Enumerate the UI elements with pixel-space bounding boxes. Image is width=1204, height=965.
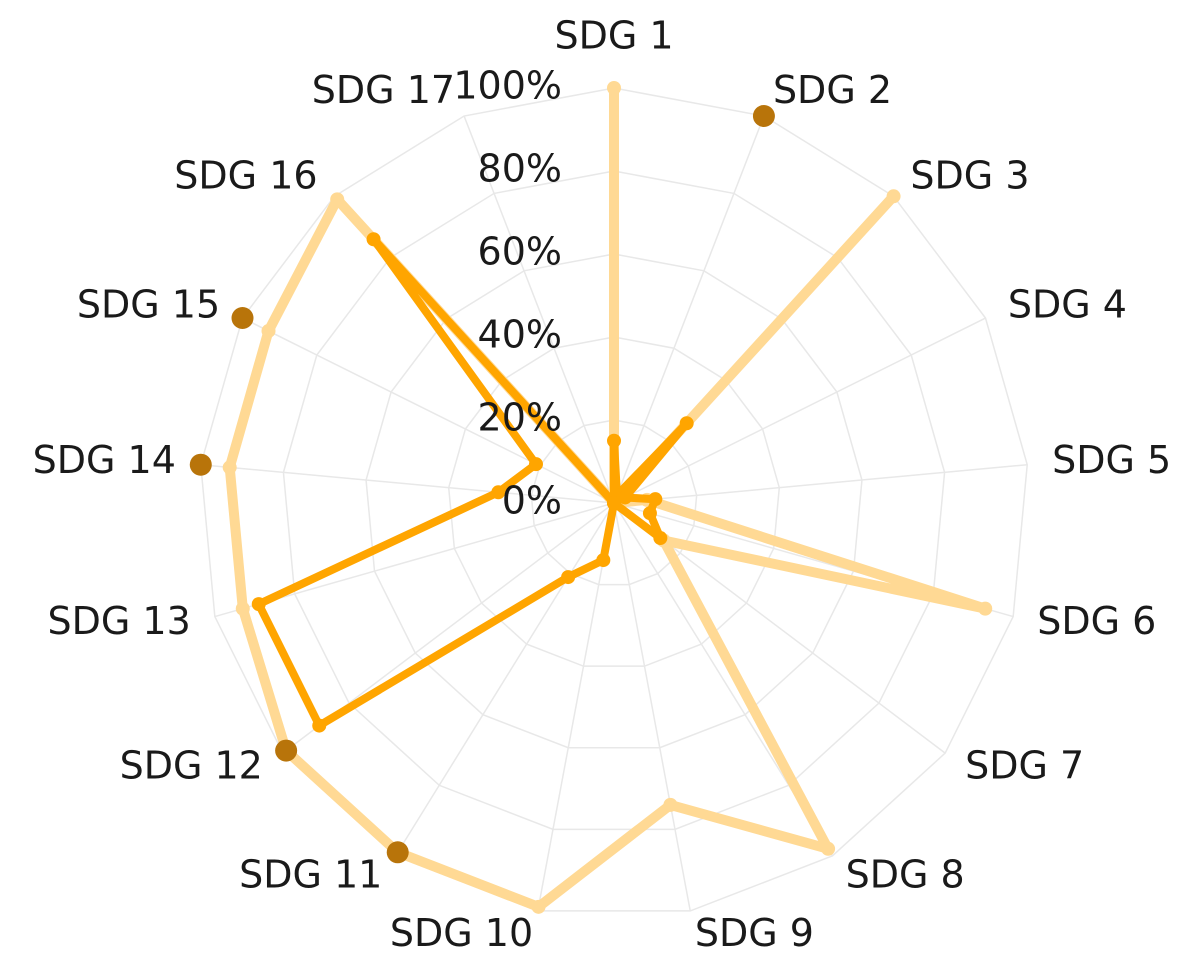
grid-ring (447, 336, 781, 667)
point (886, 189, 901, 204)
r-tick-label: 20% (478, 396, 562, 440)
axis-label: SDG 1 (554, 14, 673, 58)
point (663, 797, 678, 812)
grid-ring (365, 253, 863, 749)
point (978, 601, 993, 616)
axis-label: SDG 4 (1008, 282, 1127, 326)
point (189, 453, 212, 476)
spoke (613, 502, 691, 912)
point (222, 460, 237, 475)
spoke (613, 463, 1028, 504)
axis-label: SDG 11 (239, 853, 382, 897)
point (618, 490, 633, 505)
point (251, 597, 266, 612)
axis-label: SDG 2 (773, 68, 892, 112)
point (607, 433, 621, 448)
r-tick-label: 0% (502, 479, 562, 523)
spoke (613, 317, 986, 504)
spoke (242, 317, 615, 504)
point (231, 307, 254, 330)
spoke (613, 115, 765, 504)
point (642, 506, 657, 521)
point (653, 531, 668, 546)
axis-label: SDG 15 (77, 282, 220, 326)
point (312, 718, 327, 733)
axis-label: SDG 3 (910, 153, 1029, 197)
point (235, 601, 250, 616)
point (386, 841, 409, 864)
grid-ring (200, 87, 1028, 912)
point (648, 492, 663, 507)
r-tick-label: 80% (478, 147, 562, 191)
axis-label: SDG 5 (1052, 438, 1171, 482)
point (596, 553, 611, 568)
point (561, 570, 576, 585)
spoke (463, 115, 615, 504)
axis-label: SDG 14 (33, 438, 176, 482)
point (261, 323, 276, 338)
point (275, 739, 298, 762)
axis-label: SDG 8 (846, 853, 965, 897)
r-tick-label: 100% (453, 64, 562, 108)
point (752, 105, 775, 128)
grid-ring (282, 170, 946, 831)
point (491, 485, 506, 500)
spoke (537, 502, 615, 912)
point (528, 457, 543, 472)
point (330, 192, 345, 207)
axis-label: SDG 9 (695, 911, 814, 955)
point (607, 81, 621, 95)
point (821, 841, 836, 856)
point (531, 899, 546, 914)
axis-label: SDG 7 (965, 744, 1084, 788)
point (607, 496, 621, 510)
point (366, 232, 381, 247)
spoke (394, 502, 615, 857)
axis-label: SDG 17 (312, 68, 455, 112)
r-tick-label: 60% (478, 230, 562, 274)
axis-label: SDG 6 (1037, 599, 1156, 643)
point (679, 416, 694, 431)
axis-label: SDG 10 (390, 911, 533, 955)
grid-ring (530, 419, 698, 586)
axis-label: SDG 12 (120, 744, 263, 788)
axis-label: SDG 16 (174, 153, 317, 197)
r-tick-label: 40% (478, 313, 562, 357)
axis-label: SDG 13 (48, 599, 191, 643)
spoke (200, 463, 615, 504)
